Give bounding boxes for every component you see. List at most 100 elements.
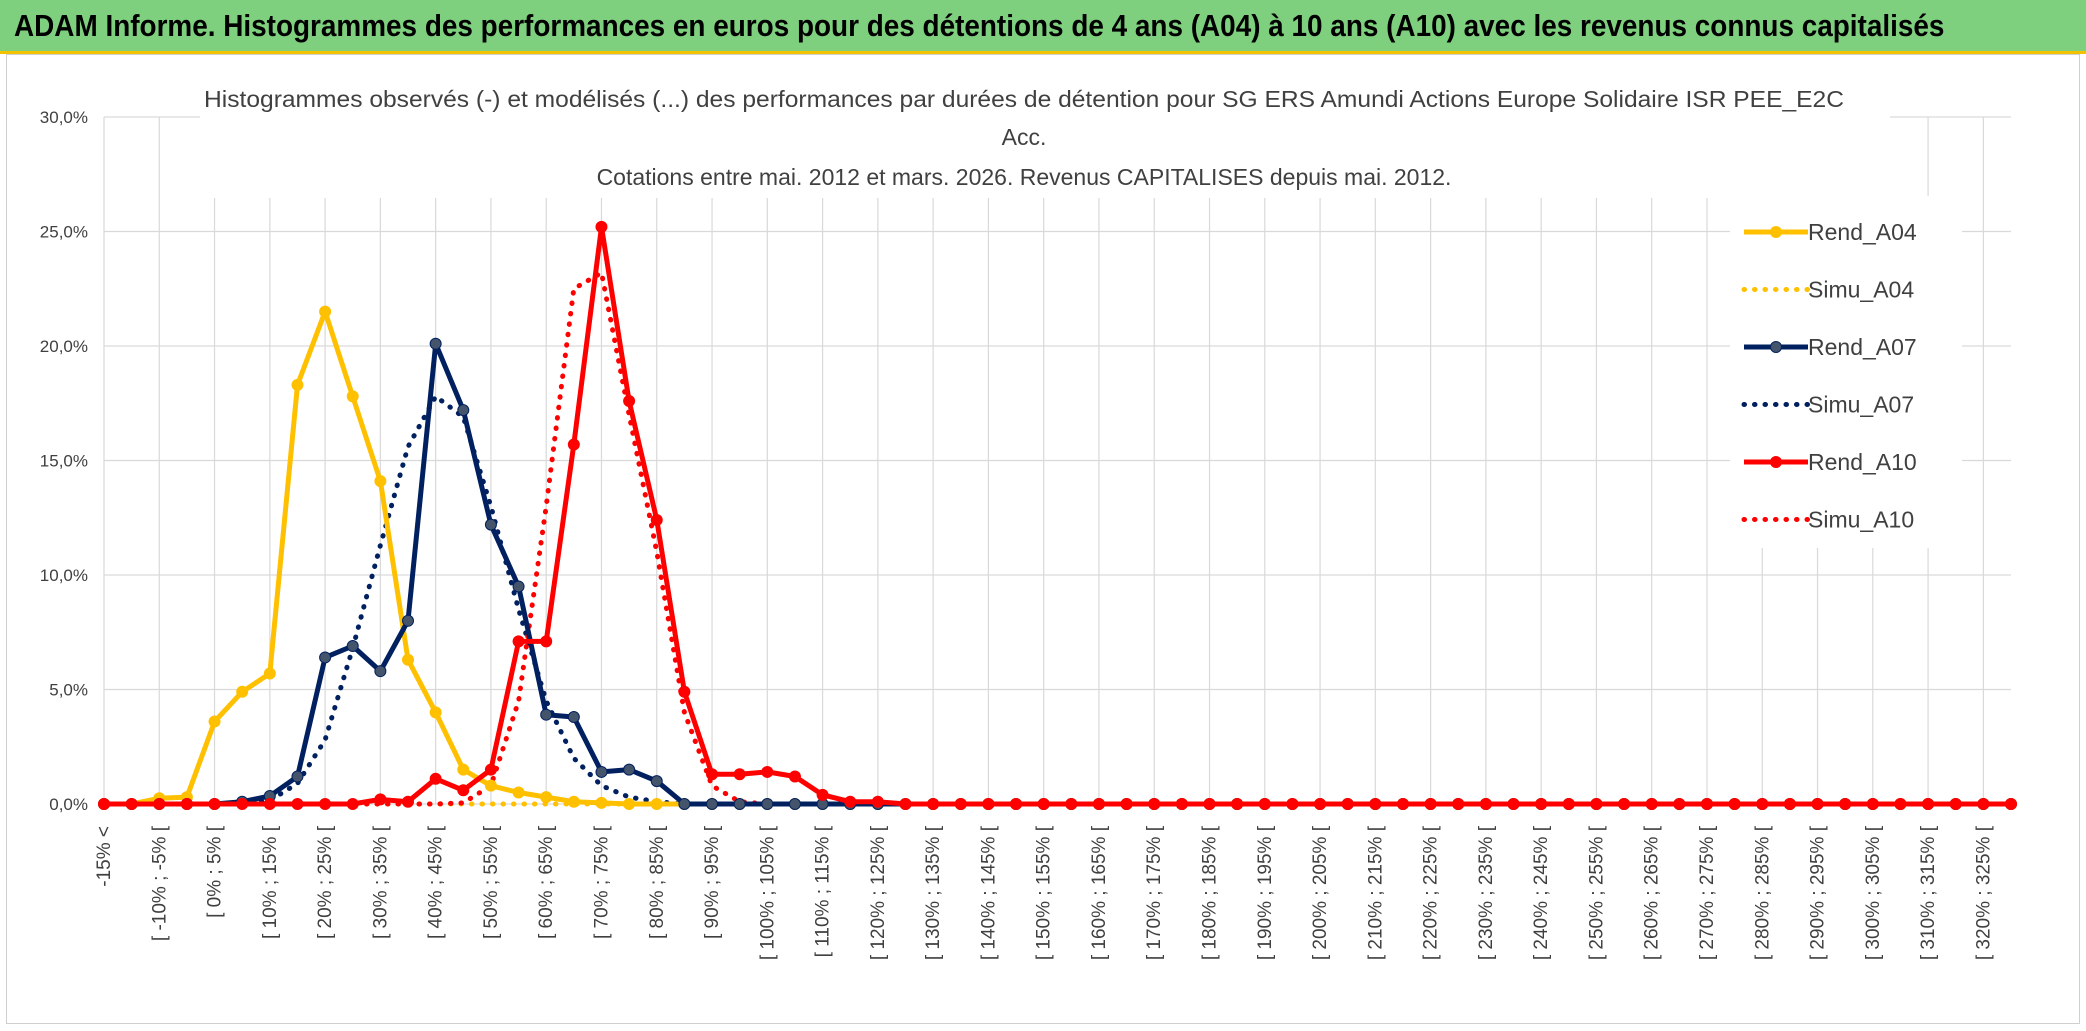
data-point-rend-a10 (346, 798, 359, 810)
y-tick-label: 25,0% (40, 223, 88, 242)
data-point-rend-a10 (1203, 798, 1216, 810)
data-point-rend-a07 (788, 798, 801, 810)
x-tick-label: [ 280% ; 285% [ (1752, 825, 1773, 960)
data-point-rend-a07 (567, 710, 580, 723)
data-point-rend-a10 (512, 635, 525, 648)
data-point-rend-a10 (1949, 798, 1962, 810)
x-tick-label: [ -10% ; -5% [ (149, 825, 170, 941)
data-point-rend-a07 (706, 798, 719, 810)
x-tick-label: [ 290% ; 295% [ (1808, 825, 1829, 960)
series-line-simu-a07 (101, 393, 2014, 807)
y-tick-label: 5,0% (49, 681, 88, 700)
data-point-rend-a07 (595, 765, 608, 778)
report-banner: ADAM Informe. Histogrammes des performan… (0, 0, 2086, 54)
data-point-rend-a04 (208, 715, 221, 728)
x-tick-label: [ 220% ; 225% [ (1421, 825, 1442, 960)
series-line-rend-a10 (104, 224, 2011, 807)
data-point-rend-a07 (761, 798, 774, 810)
data-point-rend-a07 (678, 798, 691, 810)
x-tick-label: [ 320% ; 325% [ (1973, 825, 1994, 960)
y-tick-label: 0,0% (49, 795, 88, 814)
data-point-rend-a10 (1977, 798, 1990, 810)
data-point-rend-a10 (1175, 798, 1188, 810)
data-point-rend-a10 (98, 798, 110, 810)
data-point-rend-a10 (706, 768, 719, 781)
data-point-rend-a10 (1452, 798, 1465, 810)
x-tick-label: [ 200% ; 205% [ (1310, 825, 1331, 960)
data-point-rend-a10 (871, 795, 884, 808)
data-point-rend-a04 (346, 390, 359, 403)
series-line-rend-a04 (104, 309, 2011, 807)
data-point-rend-a10 (1839, 798, 1852, 810)
data-point-rend-a10 (402, 795, 415, 808)
data-point-rend-a10 (540, 635, 553, 648)
x-tick-label: [ 90% ; 95% [ (702, 825, 723, 939)
data-point-rend-a07 (346, 639, 359, 652)
data-point-rend-a10 (1894, 798, 1907, 810)
data-point-rend-a10 (1645, 798, 1658, 810)
x-tick-label: [ 40% ; 45% [ (426, 825, 447, 939)
data-point-rend-a10 (457, 784, 470, 797)
data-point-rend-a10 (1120, 798, 1133, 810)
x-tick-label: [ 300% ; 305% [ (1863, 825, 1884, 960)
x-tick-label: [ 10% ; 15% [ (260, 825, 281, 939)
legend-label-rend-a04: Rend_A04 (1808, 219, 1917, 245)
x-tick-label: [ 60% ; 65% [ (536, 825, 557, 939)
data-point-rend-a10 (595, 220, 608, 233)
data-point-rend-a10 (1866, 798, 1879, 810)
data-point-rend-a10 (844, 795, 857, 808)
data-point-rend-a10 (1700, 798, 1713, 810)
data-point-rend-a04 (595, 796, 608, 809)
data-point-rend-a10 (1396, 798, 1409, 810)
data-point-rend-a07 (540, 708, 553, 721)
report-title: ADAM Informe. Histogrammes des performan… (14, 8, 1945, 43)
data-point-rend-a07 (512, 580, 525, 593)
x-tick-label: [ 160% ; 165% [ (1089, 825, 1110, 960)
legend-marker-rend-a04 (1770, 226, 1782, 238)
data-point-rend-a10 (954, 798, 967, 810)
data-point-rend-a10 (1369, 798, 1382, 810)
data-point-rend-a10 (1341, 798, 1354, 810)
legend-label-rend-a07: Rend_A07 (1808, 334, 1917, 360)
data-point-rend-a07 (650, 775, 663, 788)
legend-label-rend-a10: Rend_A10 (1808, 449, 1917, 475)
data-point-rend-a10 (1231, 798, 1244, 810)
data-point-rend-a10 (816, 788, 829, 801)
data-point-rend-a10 (236, 798, 249, 810)
data-point-rend-a10 (1673, 798, 1686, 810)
data-point-rend-a04 (484, 779, 497, 792)
data-point-rend-a04 (374, 475, 387, 488)
data-point-rend-a10 (1314, 798, 1327, 810)
x-tick-label: [ 70% ; 75% [ (591, 825, 612, 939)
x-tick-label: [ 140% ; 145% [ (978, 825, 999, 960)
data-point-rend-a04 (429, 706, 442, 719)
legend-label-simu-a07: Simu_A07 (1808, 392, 1914, 418)
x-tick-label: [ 210% ; 215% [ (1365, 825, 1386, 960)
data-point-rend-a04 (567, 795, 580, 808)
chart-title-line: Histogrammes observés (-) et modélisés (… (204, 86, 1844, 112)
data-point-rend-a10 (1756, 798, 1769, 810)
data-point-rend-a10 (1092, 798, 1105, 810)
chart-frame (6, 54, 2080, 1024)
data-point-rend-a07 (291, 770, 304, 783)
y-tick-label: 30,0% (40, 108, 88, 127)
x-tick-label: [ 120% ; 125% [ (868, 825, 889, 960)
data-point-rend-a04 (457, 763, 470, 776)
data-point-rend-a10 (1258, 798, 1271, 810)
data-point-rend-a10 (1811, 798, 1824, 810)
data-point-rend-a10 (429, 772, 442, 785)
data-point-rend-a10 (650, 514, 663, 527)
legend-marker-rend-a07 (1770, 341, 1782, 353)
data-point-rend-a07 (623, 763, 636, 776)
data-point-rend-a10 (927, 798, 940, 810)
data-point-rend-a10 (2005, 798, 2017, 810)
data-point-rend-a10 (1424, 798, 1437, 810)
legend-background (1730, 196, 1962, 548)
data-point-rend-a10 (623, 394, 636, 407)
chart-title-line: Acc. (1002, 124, 1047, 150)
data-point-rend-a04 (319, 305, 332, 318)
data-point-rend-a04 (512, 786, 525, 799)
data-point-rend-a10 (1065, 798, 1078, 810)
y-tick-label: 15,0% (40, 452, 88, 471)
